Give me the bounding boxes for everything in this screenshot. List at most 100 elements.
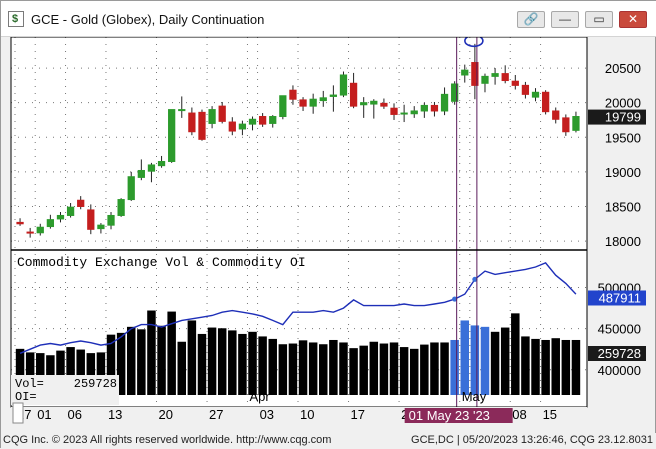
overlay (456, 37, 484, 407)
volume-bar (167, 311, 176, 395)
volume-bars (15, 310, 581, 395)
candle-down (87, 209, 95, 230)
volume-bar (197, 333, 207, 395)
volume-bar (531, 338, 540, 395)
date-tick-label: 27 (209, 407, 223, 422)
title-bar[interactable]: $ GCE - Gold (Globex), Daily Continuatio… (1, 1, 656, 37)
price-tick-label: 20000 (605, 96, 641, 111)
volume-bar (500, 327, 510, 395)
vol-oi-box (11, 375, 119, 405)
candle-down (501, 73, 509, 82)
volume-bar (379, 343, 389, 395)
volume-bar (268, 338, 277, 395)
price-tick-label: 20500 (605, 61, 641, 76)
oi-tick-label: 400000 (598, 363, 641, 378)
candle-up (46, 219, 55, 228)
price-tick-label: 19500 (605, 130, 641, 145)
candle-up (360, 102, 368, 106)
link-icon: 🔗 (523, 12, 539, 26)
candle-down (228, 121, 236, 132)
candle-up (420, 104, 428, 112)
minimize-button[interactable]: — (551, 11, 579, 28)
candle-up (127, 176, 135, 201)
month-label: Apr (249, 389, 270, 404)
volume-bar (480, 326, 490, 395)
volume-bar (207, 327, 217, 395)
volume-bar (430, 342, 439, 395)
volume-bar (571, 339, 581, 395)
price-tick-label: 19000 (605, 165, 641, 180)
candle-up (36, 226, 44, 234)
restore-button[interactable]: ▭ (585, 11, 613, 28)
date-tick-label: 01 (37, 407, 51, 422)
link-button[interactable]: 🔗 (517, 11, 545, 28)
candle-down (552, 110, 560, 120)
volume-bar (288, 343, 298, 395)
candle-up (56, 214, 65, 220)
highlight-ellipse (464, 37, 484, 48)
status-bar: CQG Inc. © 2023 All rights reserved worl… (1, 433, 656, 449)
volume-bar (420, 344, 429, 395)
date-tick-label: 08 (512, 407, 526, 422)
close-icon: ✕ (627, 12, 639, 26)
candle-up (329, 94, 338, 97)
volume-bar (399, 347, 409, 395)
candle-up (97, 224, 105, 230)
date-tick-label: 10 (300, 407, 314, 422)
volume-bar (25, 352, 35, 395)
candle-down (430, 104, 439, 112)
candle-up (178, 109, 186, 112)
date-tick-label: 03 (260, 407, 274, 422)
vol-value: 259728 (74, 377, 117, 391)
volume-bar (308, 342, 318, 395)
price-tick-label: 18000 (605, 234, 641, 249)
date-tick-label: 13 (108, 407, 122, 422)
candle-up (279, 95, 287, 118)
volume-bar (561, 339, 571, 395)
candle-up (248, 118, 257, 125)
candle-up (117, 199, 125, 216)
candle-up (461, 69, 469, 76)
close-button[interactable]: ✕ (619, 11, 647, 28)
oi-line (19, 262, 577, 354)
candle-down (390, 107, 398, 115)
volume-bar (15, 348, 25, 395)
volume-bar (339, 342, 348, 395)
date-tick-label: 17 (351, 407, 365, 422)
volume-bar (86, 353, 96, 395)
volume-bar (450, 339, 459, 395)
volume-bar (126, 326, 136, 395)
volume-bar (238, 333, 247, 395)
candle-up (147, 164, 156, 172)
chart-area[interactable]: Commodity Exchange Vol & Commodity OI 18… (1, 37, 656, 433)
candle-down (521, 84, 530, 95)
volume-bar (298, 340, 308, 395)
volume-bar (460, 320, 470, 395)
scroll-handle[interactable] (12, 402, 24, 424)
candle-up (66, 206, 75, 216)
crosshair-date-badge (404, 408, 513, 423)
vol-label: Vol= (15, 377, 44, 391)
volume-bar (137, 329, 146, 395)
app-icon: $ (8, 11, 24, 27)
candle-up (410, 110, 418, 115)
volume-bar (470, 325, 480, 395)
candle-down (77, 199, 85, 207)
volume-bar (217, 328, 227, 395)
volume-bar (490, 331, 500, 395)
volume-bar (157, 325, 166, 395)
volume-bar (349, 348, 358, 395)
candle-up (208, 109, 216, 124)
candle-up (491, 73, 499, 77)
volume-bar (440, 342, 449, 395)
volume-bar (369, 341, 379, 395)
volume-bar (66, 347, 75, 395)
current-price-label: 19799 (605, 110, 641, 125)
candle-up (238, 123, 247, 130)
oi-series-line (19, 262, 577, 354)
date-tick-label: 15 (543, 407, 557, 422)
volume-bar (278, 344, 288, 395)
candle-down (299, 99, 307, 107)
candle-down (258, 116, 267, 125)
